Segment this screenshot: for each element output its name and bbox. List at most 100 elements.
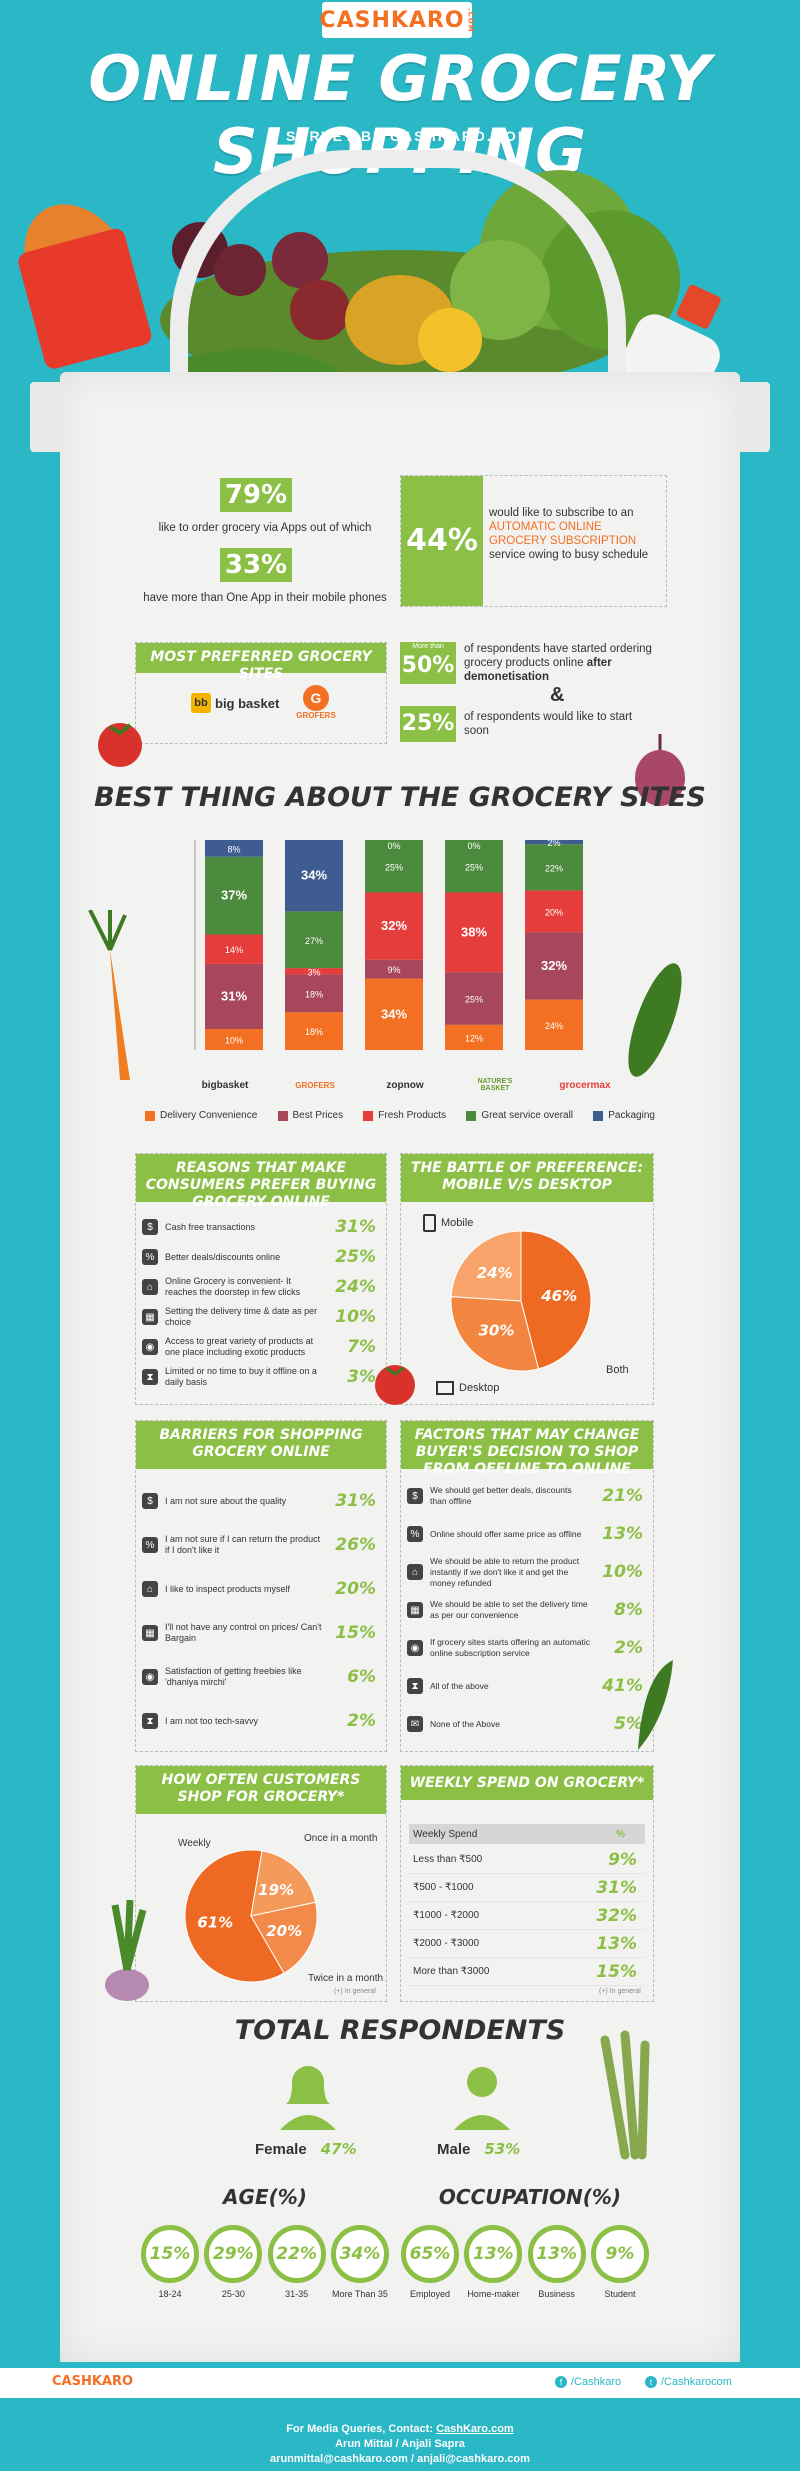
spend-row-label: ₹2000 - ₹3000: [413, 1938, 480, 1949]
footer-logo[interactable]: CASHKARO: [52, 2374, 134, 2389]
site-logo-natures-basket: NATURE'S BASKET: [477, 1078, 513, 1092]
barrier-item-pct: 6%: [347, 1667, 376, 1687]
factor-item-pct: 5%: [614, 1714, 643, 1734]
female-icon: [280, 2066, 336, 2130]
occupation-badge-label: Employed: [409, 2289, 451, 2299]
barrier-item-label: I am not too tech-savvy: [165, 1715, 259, 1726]
barrier-item: ◉ Satisfaction of getting freebies like '…: [142, 1655, 382, 1699]
twitter-handle: /Cashkarocom: [661, 2376, 732, 2388]
legend-item: Best Prices: [277, 1110, 343, 1121]
footer-bar: CASHKARO f/Cashkaro t/Cashkarocom: [0, 2368, 800, 2398]
bar-value-label: 8%: [227, 844, 240, 854]
spend-row: ₹2000 - ₹3000 13%: [409, 1930, 645, 1958]
contact-emails[interactable]: arunmittal@cashkaro.com / anjali@cashkar…: [270, 2453, 530, 2465]
frequency-heading: HOW OFTEN CUSTOMERS SHOP FOR GROCERY*: [136, 1766, 386, 1814]
facebook-link[interactable]: f/Cashkaro: [555, 2376, 621, 2388]
bar-segment: [525, 840, 583, 845]
bar-segment: [365, 840, 423, 893]
spend-row-pct: 9%: [608, 1849, 637, 1870]
bar-value-label: 0%: [387, 841, 400, 851]
factor-item: $ We should get better deals, discounts t…: [407, 1477, 649, 1515]
bar-segment: [205, 1029, 263, 1050]
reason-item-pct: 31%: [335, 1217, 376, 1237]
legend-item: Delivery Convenience: [145, 1110, 257, 1121]
legend-swatch: [363, 1110, 374, 1121]
bar-value-label: 34%: [301, 868, 327, 883]
pie-slice: [450, 1296, 540, 1372]
bar-value-label: 24%: [545, 1021, 563, 1031]
spend-row-pct: 31%: [596, 1877, 637, 1898]
pie-slice-label: 19%: [258, 1881, 294, 1899]
bar-segment: [525, 932, 583, 1000]
reason-item-icon: ⧗: [142, 1369, 158, 1385]
spend-row: Less than ₹500 9%: [409, 1846, 645, 1874]
barriers-list: $ I am not sure about the quality 31%% I am…: [142, 1479, 382, 1743]
contact-names: Arun Mittal / Anjali Sapra: [335, 2438, 465, 2450]
occupation-badge-circle: 9%: [590, 2225, 649, 2283]
barrier-item-pct: 15%: [335, 1623, 376, 1643]
reason-item-label: Better deals/discounts online: [165, 1251, 281, 1262]
barrier-item: ⌂ I like to inspect products myself 20%: [142, 1567, 382, 1611]
bar-segment: [205, 963, 263, 1029]
reason-item-pct: 3%: [347, 1367, 376, 1387]
legend-swatch: [277, 1110, 288, 1121]
spend-row-label: Less than ₹500: [413, 1854, 483, 1865]
demonetisation-stats: More than 50% of respondents have starte…: [400, 642, 670, 742]
bigbasket-logo[interactable]: bb big basket: [191, 693, 279, 713]
media-link[interactable]: CashKaro.com: [436, 2423, 514, 2435]
bigbasket-name: big basket: [215, 695, 280, 711]
bar-segment: [445, 972, 503, 1025]
bar-value-label: 25%: [465, 995, 483, 1005]
bar-segment: [205, 840, 263, 857]
occupation-badge: 13% Business: [527, 2225, 587, 2299]
barriers-heading: BARRIERS FOR SHOPPING GROCERY ONLINE: [136, 1421, 386, 1469]
age-badge-label: More Than 35: [332, 2289, 388, 2299]
facebook-handle: /Cashkaro: [571, 2376, 622, 2388]
bar-segment: [525, 999, 583, 1050]
chart-title: BEST THING ABOUT THE GROCERY SITES: [94, 782, 706, 813]
twitter-link[interactable]: t/Cashkarocom: [645, 2376, 732, 2388]
soon-pct: 25%: [400, 706, 456, 742]
barrier-item-icon: %: [142, 1537, 158, 1553]
reason-item: $ Cash free transactions 31%: [142, 1212, 382, 1242]
factors-list: $ We should get better deals, discounts t…: [407, 1477, 649, 1743]
bar-value-label: 32%: [381, 918, 407, 933]
barrier-item: ⧗ I am not too tech-savvy 2%: [142, 1699, 382, 1743]
spend-row-pct: 32%: [596, 1905, 637, 1926]
bar-value-label: 34%: [381, 1006, 407, 1021]
asparagus-icon: [600, 2030, 650, 2160]
age-badge-circle: 29%: [204, 2225, 263, 2283]
factor-item-label: We should be able to set the delivery ti…: [430, 1599, 588, 1620]
bar-value-label: 20%: [545, 907, 563, 917]
age-badge-pct: 29%: [212, 2244, 254, 2264]
spend-heading: WEEKLY SPEND ON GROCERY*: [401, 1766, 653, 1800]
bar-value-label: 10%: [225, 1036, 243, 1046]
battle-heading: THE BATTLE OF PREFERENCE: MOBILE V/S DES…: [401, 1154, 653, 1202]
spend-box: WEEKLY SPEND ON GROCERY* Weekly Spend % …: [400, 1765, 654, 2002]
spend-row-label: More than ₹3000: [413, 1966, 490, 1977]
spend-row: ₹500 - ₹1000 31%: [409, 1874, 645, 1902]
shopping-frequency-pie-chart: 61% 19% 20%: [184, 1849, 318, 1983]
barrier-item-icon: ⧗: [142, 1713, 158, 1729]
reason-item-label: Online Grocery is convenient- It reaches…: [165, 1276, 301, 1297]
bar-value-label: 27%: [305, 936, 323, 946]
demon-text: of respondents have started ordering gro…: [464, 642, 664, 684]
media-label: For Media Queries, Contact:: [286, 2423, 433, 2435]
age-badge: 22% 31-35: [267, 2225, 327, 2299]
reason-item-pct: 25%: [335, 1247, 376, 1267]
spend-col-label: Weekly Spend: [413, 1828, 478, 1840]
pie-slice: [520, 1230, 592, 1370]
factor-item-icon: $: [407, 1488, 423, 1504]
occupation-badge-circle: 13%: [527, 2225, 586, 2283]
occupation-badge-circle: 13%: [464, 2225, 523, 2283]
subscribe-highlight: AUTOMATIC ONLINE GROCERY SUBSCRIPTION: [489, 521, 637, 547]
ampersand: &: [550, 684, 565, 706]
age-badges: 15% 18-24 29% 25-30 22% 31-35 34% More Than 35: [140, 2225, 390, 2299]
grofers-logo[interactable]: G GROFERS: [286, 685, 346, 720]
mobile-label: Mobile: [441, 1217, 474, 1229]
cashkaro-logo[interactable]: CASHKARO .COM: [319, 2, 475, 38]
factors-box: FACTORS THAT MAY CHANGE BUYER'S DECISION…: [400, 1420, 654, 1752]
age-badge-pct: 15%: [149, 2244, 191, 2264]
factor-item: ⌂ We should be able to return the product…: [407, 1553, 649, 1591]
reason-item-icon: ⌂: [142, 1279, 158, 1295]
